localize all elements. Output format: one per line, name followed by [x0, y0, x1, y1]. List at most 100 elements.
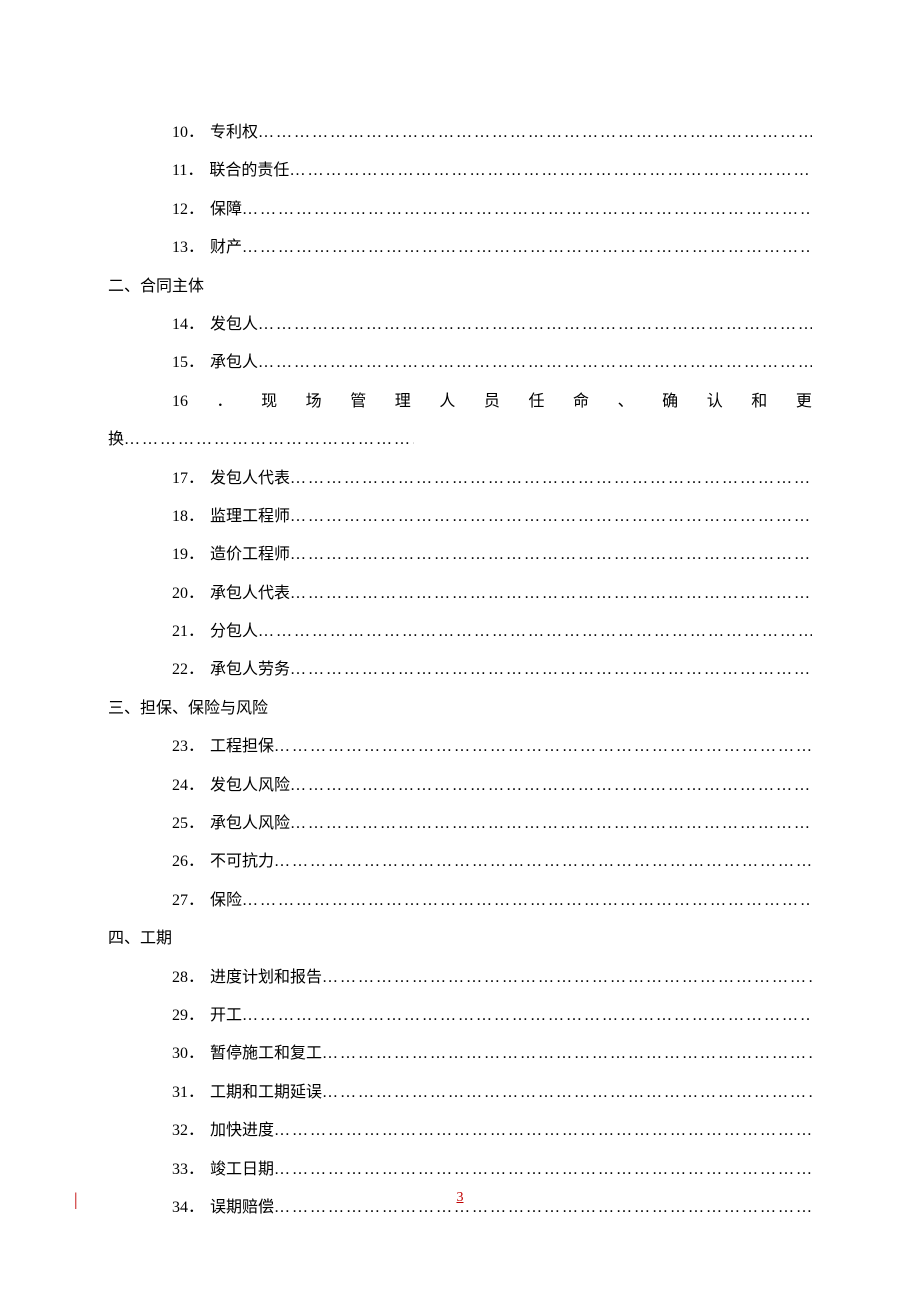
toc-number: 20． — [172, 575, 204, 613]
toc-dots: …………………………………………………………………………………………………………… — [290, 651, 812, 689]
toc-number: 17． — [172, 460, 204, 498]
toc-text: 承包人风险 — [210, 805, 290, 843]
toc-entry: 12．保障……………………………………………………………………………………………… — [108, 191, 812, 229]
toc-dots: …………………………………………………………………………………………………………… — [289, 152, 812, 190]
toc-text: 加快进度 — [210, 1112, 274, 1150]
toc-dots: …………………………………………………………………………………………………………… — [258, 114, 812, 152]
toc-entry: 30．暂停施工和复工………………………………………………………………………………… — [108, 1035, 812, 1073]
toc-body: 10．专利权…………………………………………………………………………………………… — [108, 114, 812, 1227]
toc-text: 发包人 — [210, 306, 258, 344]
toc-dots: …………………………………………………………………………………………………………… — [274, 843, 812, 881]
toc-text: 工期和工期延误 — [210, 1074, 322, 1112]
section-heading: 二、合同主体 — [108, 268, 812, 306]
toc-entry: 25．承包人风险……………………………………………………………………………………… — [108, 805, 812, 843]
toc-entry-wrapped: 16．现场管理人员任命、确认和更换……………………………………………………………… — [108, 383, 812, 460]
toc-text: 承包人劳务 — [210, 651, 290, 689]
toc-dots: …………………………………………………………………………………………………………… — [322, 1074, 812, 1112]
toc-text: 保险 — [210, 882, 242, 920]
toc-number: 31． — [172, 1074, 204, 1112]
toc-dots: …………………………………………………………………………………………………………… — [242, 882, 812, 920]
toc-entry: 23．工程担保………………………………………………………………………………………… — [108, 728, 812, 766]
toc-entry: 33．竣工日期………………………………………………………………………………………… — [108, 1151, 812, 1189]
toc-number: 23． — [172, 728, 204, 766]
toc-text: 专利权 — [210, 114, 258, 152]
toc-entry: 20．承包人代表……………………………………………………………………………………… — [108, 575, 812, 613]
toc-dots: …………………………………………………………………………………………………………… — [322, 1035, 812, 1073]
toc-text: 开工 — [210, 997, 242, 1035]
toc-entry: 26．不可抗力………………………………………………………………………………………… — [108, 843, 812, 881]
toc-number: 32． — [172, 1112, 204, 1150]
toc-text: 竣工日期 — [210, 1151, 274, 1189]
toc-entry: 10．专利权…………………………………………………………………………………………… — [108, 114, 812, 152]
toc-text: 发包人代表 — [210, 460, 290, 498]
toc-entry: 14．发包人…………………………………………………………………………………………… — [108, 306, 812, 344]
toc-text: 造价工程师 — [210, 536, 290, 574]
toc-entry: 18．监理工程师……………………………………………………………………………………… — [108, 498, 812, 536]
toc-dots: …………………………………………………………………………………………………………… — [274, 1112, 812, 1150]
toc-number: 30． — [172, 1035, 204, 1073]
toc-number: 33． — [172, 1151, 204, 1189]
toc-dots: …………………………………………………………………………………………………………… — [242, 229, 812, 267]
toc-number: 27． — [172, 882, 204, 920]
toc-number: 22． — [172, 651, 204, 689]
toc-number: 19． — [172, 536, 204, 574]
toc-number: 24． — [172, 767, 204, 805]
toc-entry: 24．发包人风险……………………………………………………………………………………… — [108, 767, 812, 805]
toc-entry: 15．承包人…………………………………………………………………………………………… — [108, 344, 812, 382]
toc-entry: 32．加快进度………………………………………………………………………………………… — [108, 1112, 812, 1150]
toc-dots: …………………………………………………………………………………………………………… — [322, 959, 812, 997]
toc-number: 12． — [172, 191, 204, 229]
toc-page: 10．专利权…………………………………………………………………………………………… — [0, 0, 920, 1287]
toc-number: 29． — [172, 997, 204, 1035]
toc-entry: 19．造价工程师……………………………………………………………………………………… — [108, 536, 812, 574]
toc-entry: 29．开工……………………………………………………………………………………………… — [108, 997, 812, 1035]
toc-number: 25． — [172, 805, 204, 843]
toc-text: 不可抗力 — [210, 843, 274, 881]
toc-entry: 11．联合的责任……………………………………………………………………………………… — [108, 152, 812, 190]
toc-text: 暂停施工和复工 — [210, 1035, 322, 1073]
toc-number: 21． — [172, 613, 204, 651]
toc-dots: …………………………………………………………………………………………………………… — [290, 805, 812, 843]
section-heading: 三、担保、保险与风险 — [108, 690, 812, 728]
toc-dots: …………………………………………………………………………………………………………… — [274, 1151, 812, 1189]
toc-text: 财产 — [210, 229, 242, 267]
toc-number: 28． — [172, 959, 204, 997]
toc-dots: …………………………………………………………………………………………………………… — [274, 728, 812, 766]
section-heading: 四、工期 — [108, 920, 812, 958]
toc-number: 11． — [172, 152, 203, 190]
toc-entry: 28．进度计划和报告………………………………………………………………………………… — [108, 959, 812, 997]
toc-text: 保障 — [210, 191, 242, 229]
toc-entry: 31．工期和工期延误………………………………………………………………………………… — [108, 1074, 812, 1112]
toc-text: 承包人代表 — [210, 575, 290, 613]
toc-dots: …………………………………………………………………………………………………………… — [290, 498, 812, 536]
toc-text: 工程担保 — [210, 728, 274, 766]
toc-dots: …………………………………………………………………………………………………………… — [242, 997, 812, 1035]
toc-entry: 17．发包人代表……………………………………………………………………………………… — [108, 460, 812, 498]
toc-entry: 21．分包人…………………………………………………………………………………………… — [108, 613, 812, 651]
toc-text: 进度计划和报告 — [210, 959, 322, 997]
toc-text: 分包人 — [210, 613, 258, 651]
toc-dots: …………………………………………………………………………………………………………… — [258, 344, 812, 382]
page-number: 3 — [0, 1190, 920, 1206]
toc-entry: 13．财产……………………………………………………………………………………………… — [108, 229, 812, 267]
toc-dots: …………………………………………………………………………………………………………… — [290, 767, 812, 805]
toc-dots: …………………………………………………………………………………………………………… — [258, 613, 812, 651]
toc-dots: …………………………………………………………………………………………………………… — [242, 191, 812, 229]
toc-text: 发包人风险 — [210, 767, 290, 805]
toc-number: 10． — [172, 114, 204, 152]
toc-number: 14． — [172, 306, 204, 344]
toc-number: 13． — [172, 229, 204, 267]
toc-entry: 22．承包人劳务……………………………………………………………………………………… — [108, 651, 812, 689]
toc-number: 26． — [172, 843, 204, 881]
toc-dots: …………………………………………………………………………………………………………… — [290, 575, 812, 613]
toc-number: 15． — [172, 344, 204, 382]
toc-number: 18． — [172, 498, 204, 536]
toc-text: 监理工程师 — [210, 498, 290, 536]
toc-text: 承包人 — [210, 344, 258, 382]
toc-text: 联合的责任 — [209, 152, 289, 190]
cursor-mark: | — [74, 1189, 78, 1210]
toc-dots: …………………………………………………………………………………………………………… — [258, 306, 812, 344]
toc-dots: …………………………………………………………………………………………………………… — [290, 536, 812, 574]
toc-entry: 27．保险……………………………………………………………………………………………… — [108, 882, 812, 920]
toc-dots: …………………………………………………………………………………………………………… — [290, 460, 812, 498]
